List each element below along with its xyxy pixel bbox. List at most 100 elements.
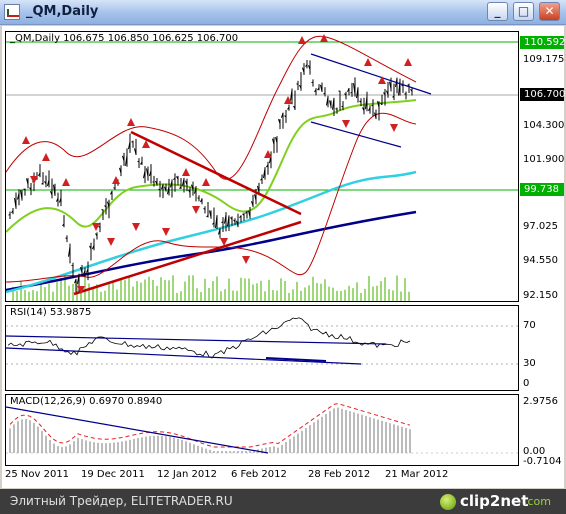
price-bar-open [50,190,53,196]
price-bar-open [230,217,233,220]
volume-bar [168,280,170,301]
price-bar-open [119,167,122,174]
price-bar-open [170,180,173,188]
price-bar-open [59,197,62,203]
price-bar-open [38,172,41,177]
price-bar-open [167,186,170,195]
volume-bar [32,290,34,301]
price-bar-open [140,161,143,165]
rsi-tick-30: 30 [523,358,536,369]
rsi-pane-label: RSI(14) 53.9875 [10,307,92,318]
price-bar-open [281,112,284,118]
volume-bar [232,290,234,301]
price-bar-open [26,178,29,185]
rsi-trendline-upper [6,335,387,345]
volume-bar [36,291,38,301]
fractal-down-marker [342,120,350,128]
volume-bar [104,290,106,301]
price-bar-open [356,87,359,99]
price-bar-open [23,188,26,191]
volume-bar [48,283,50,301]
price-pane[interactable]: _QM,Daily 106.675 106.850 106.625 106.70… [5,31,519,302]
price-bar-open [254,194,257,201]
volume-bar [124,280,126,301]
price-bar-open [383,92,386,95]
date-label-1: 25 Nov 2011 [5,469,70,480]
volume-bar [120,278,122,301]
volume-bar [236,290,238,301]
volume-bar [224,289,226,301]
volume-bar [392,290,394,301]
date-label-2: 19 Dec 2011 [81,469,145,480]
price-bar-open [86,268,89,273]
fractal-up-marker [320,34,328,42]
chart-app-icon [4,4,20,20]
close-button[interactable]: ✕ [539,2,560,21]
price-bar-open [260,178,263,181]
volume-bar [356,282,358,301]
price-bar-open [143,170,146,179]
price-bar-open [206,215,209,218]
price-bar-open [353,83,356,95]
volume-bar [112,281,114,301]
volume-bar [116,289,118,301]
volume-bar [64,275,66,301]
fractal-up-marker [364,58,372,66]
fractal-down-marker [162,228,170,236]
price-bar-open [242,213,245,216]
volume-bar [52,291,54,301]
macd-pane-label: MACD(12,26,9) 0.6970 0.8940 [10,396,163,407]
price-bar-open [284,115,287,118]
volume-bar [172,275,174,301]
fractal-down-marker [77,286,85,294]
volume-bar [316,283,318,301]
volume-bar [248,278,250,301]
price-bar-open [317,87,320,91]
volume-bar [328,286,330,301]
rsi-pane[interactable]: RSI(14) 53.9875 [5,305,519,391]
price-bar-open [359,100,362,103]
price-bar-open [368,107,371,112]
price-bar-open [215,215,218,229]
price-bar-open [29,187,32,190]
price-bar-open [14,197,17,208]
price-bar-open [77,274,80,284]
volume-bar [88,283,90,301]
bollinger-upper [6,35,417,180]
price-bar-open [53,184,56,196]
title-bar[interactable]: _QM,Daily _ □ ✕ [0,0,566,25]
fractal-up-marker [42,153,50,161]
volume-bar [292,289,294,301]
macd-trendline [6,406,269,454]
macd-pane[interactable]: MACD(12,26,9) 0.6970 0.8940 [5,394,519,466]
price-bar-open [257,185,260,193]
price-bar-open [275,137,278,143]
price-bar-open [290,89,293,101]
support-trendline [73,220,302,296]
volume-bar [300,290,302,301]
price-bar-open [203,207,206,210]
macd-chart-svg [6,403,518,454]
volume-bar [140,282,142,301]
price-bar-open [305,64,308,67]
fractal-up-marker [404,58,412,66]
date-label-4: 6 Feb 2012 [231,469,287,480]
price-bar-open [17,193,20,200]
resistance-trendline [130,130,302,216]
price-bar-open [347,88,350,92]
price-bar-open [161,184,164,190]
macd-tick-min: -0.7104 [523,456,562,467]
price-bar-open [233,219,236,222]
minimize-button[interactable]: _ [487,2,508,21]
volume-bar [320,283,322,301]
price-bar-open [176,176,179,180]
maximize-button[interactable]: □ [513,2,534,21]
price-bar-open [200,198,203,203]
price-bar-open [224,214,227,224]
macd-histogram [9,407,411,453]
price-bar-open [377,101,380,108]
chart-area[interactable]: _QM,Daily 106.675 106.850 106.625 106.70… [2,26,565,488]
volume-bar [352,288,354,301]
price-bar-open [41,182,44,185]
volume-bar [80,290,82,301]
